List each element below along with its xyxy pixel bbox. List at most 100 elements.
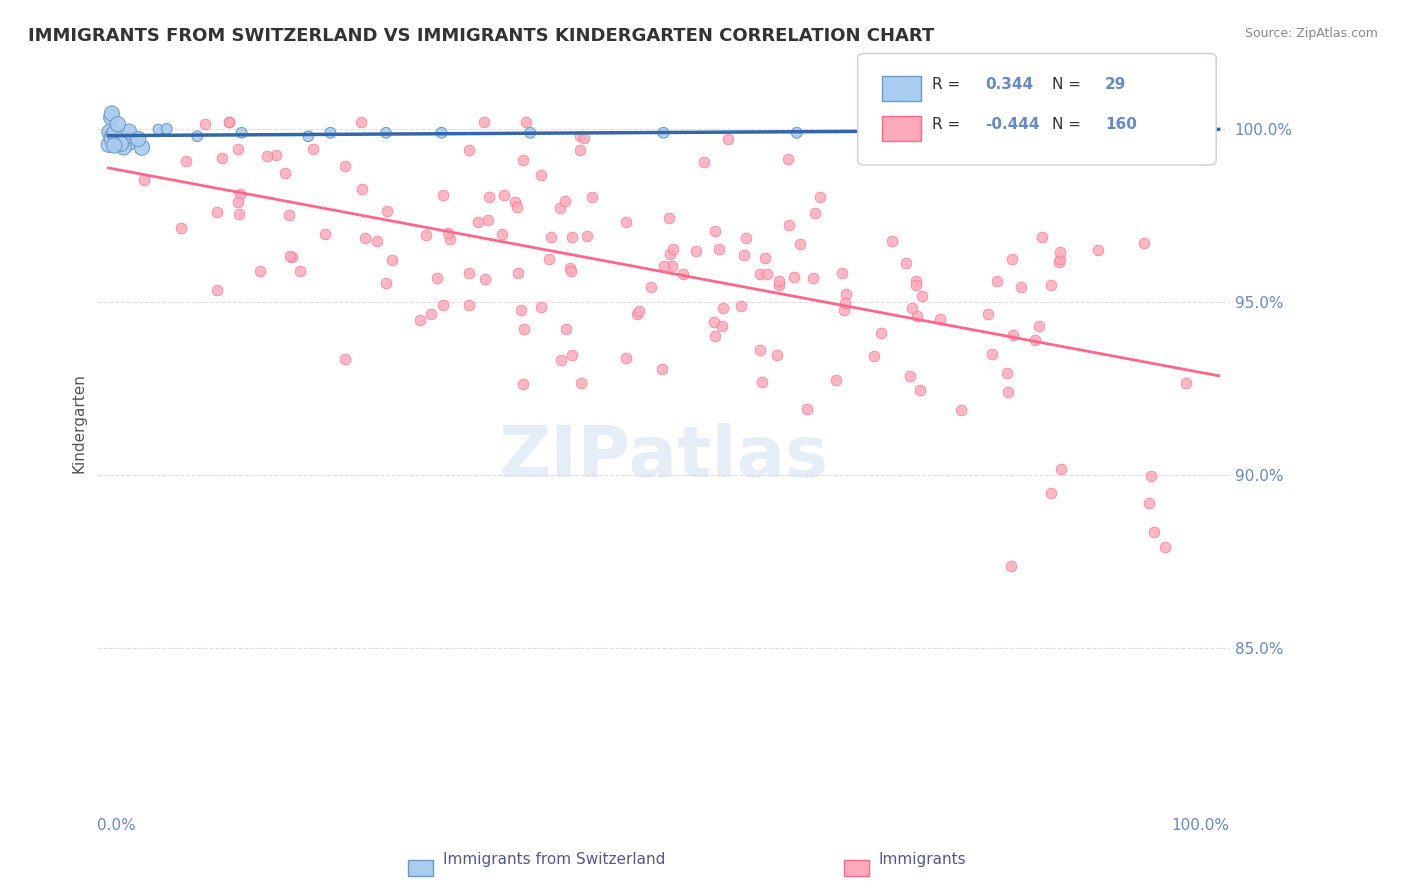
Point — [319, 126, 342, 140]
Point — [1050, 461, 1073, 475]
Point — [652, 259, 675, 273]
Point — [995, 366, 1018, 380]
Point — [477, 212, 499, 227]
Point — [614, 215, 637, 229]
Point — [766, 348, 789, 362]
Text: 160: 160 — [1105, 118, 1137, 132]
Point — [278, 249, 301, 263]
Point — [986, 274, 1008, 288]
Point — [981, 138, 1004, 153]
Point — [103, 126, 125, 140]
Point — [560, 264, 582, 278]
Text: ZIPatlas: ZIPatlas — [499, 424, 828, 492]
Point — [375, 126, 398, 140]
Point — [218, 115, 240, 129]
Point — [256, 149, 278, 163]
Point — [751, 375, 773, 389]
Point — [569, 143, 592, 157]
Point — [894, 256, 917, 270]
Text: N =: N = — [1052, 78, 1085, 92]
Point — [118, 125, 141, 139]
Text: Immigrants: Immigrants — [879, 852, 966, 867]
Point — [949, 403, 972, 417]
Point — [898, 368, 921, 383]
Point — [554, 322, 576, 336]
Point — [274, 166, 297, 180]
Point — [561, 229, 583, 244]
Point — [503, 195, 526, 210]
Point — [432, 188, 454, 202]
Point — [554, 194, 576, 208]
Point — [880, 234, 903, 248]
Point — [910, 383, 932, 397]
Point — [375, 204, 398, 219]
Point — [229, 186, 252, 201]
Point — [194, 116, 217, 130]
Point — [374, 277, 396, 291]
Point — [540, 230, 562, 244]
Point — [825, 373, 848, 387]
Point — [640, 279, 662, 293]
Point — [1133, 236, 1156, 251]
Text: 0.344: 0.344 — [986, 78, 1033, 92]
Point — [692, 155, 714, 169]
Point — [652, 126, 675, 140]
Point — [110, 136, 132, 151]
Point — [661, 259, 683, 273]
Point — [1001, 252, 1024, 266]
Point — [112, 131, 135, 145]
Point — [228, 207, 250, 221]
Point — [519, 126, 541, 140]
Point — [662, 242, 685, 256]
Point — [550, 352, 572, 367]
Point — [862, 349, 884, 363]
Point — [627, 303, 650, 318]
Text: R =: R = — [932, 118, 966, 132]
Point — [510, 303, 533, 318]
Point — [1049, 245, 1071, 260]
Point — [231, 126, 253, 140]
Point — [156, 121, 179, 136]
Point — [426, 271, 449, 285]
Point — [561, 348, 583, 362]
Point — [228, 195, 250, 210]
Point — [335, 159, 357, 173]
Point — [869, 326, 891, 341]
Point — [1031, 230, 1053, 244]
Point — [105, 136, 128, 151]
Point — [1040, 278, 1063, 293]
Point — [494, 187, 516, 202]
Point — [1087, 244, 1109, 258]
Point — [980, 347, 1002, 361]
Text: R =: R = — [932, 78, 966, 92]
Point — [148, 122, 170, 136]
Point — [789, 236, 811, 251]
Point — [302, 143, 325, 157]
Point — [97, 137, 120, 152]
Point — [685, 244, 707, 259]
Point — [458, 266, 481, 280]
Point — [786, 126, 808, 140]
Point — [100, 128, 122, 142]
Point — [1040, 485, 1063, 500]
Point — [1028, 318, 1050, 333]
Point — [782, 270, 804, 285]
Point — [101, 128, 124, 143]
Point — [366, 234, 388, 248]
Point — [131, 140, 153, 154]
Point — [831, 266, 853, 280]
Point — [101, 106, 124, 120]
Point — [353, 231, 375, 245]
Point — [134, 173, 156, 187]
Point — [103, 138, 125, 153]
Point — [569, 376, 592, 390]
Point — [997, 384, 1019, 399]
Point — [778, 152, 800, 166]
Point — [905, 277, 928, 292]
Point — [703, 329, 725, 343]
Point — [211, 151, 233, 165]
Point — [205, 283, 228, 297]
Point — [754, 251, 776, 265]
Point — [218, 115, 240, 129]
Point — [581, 190, 603, 204]
